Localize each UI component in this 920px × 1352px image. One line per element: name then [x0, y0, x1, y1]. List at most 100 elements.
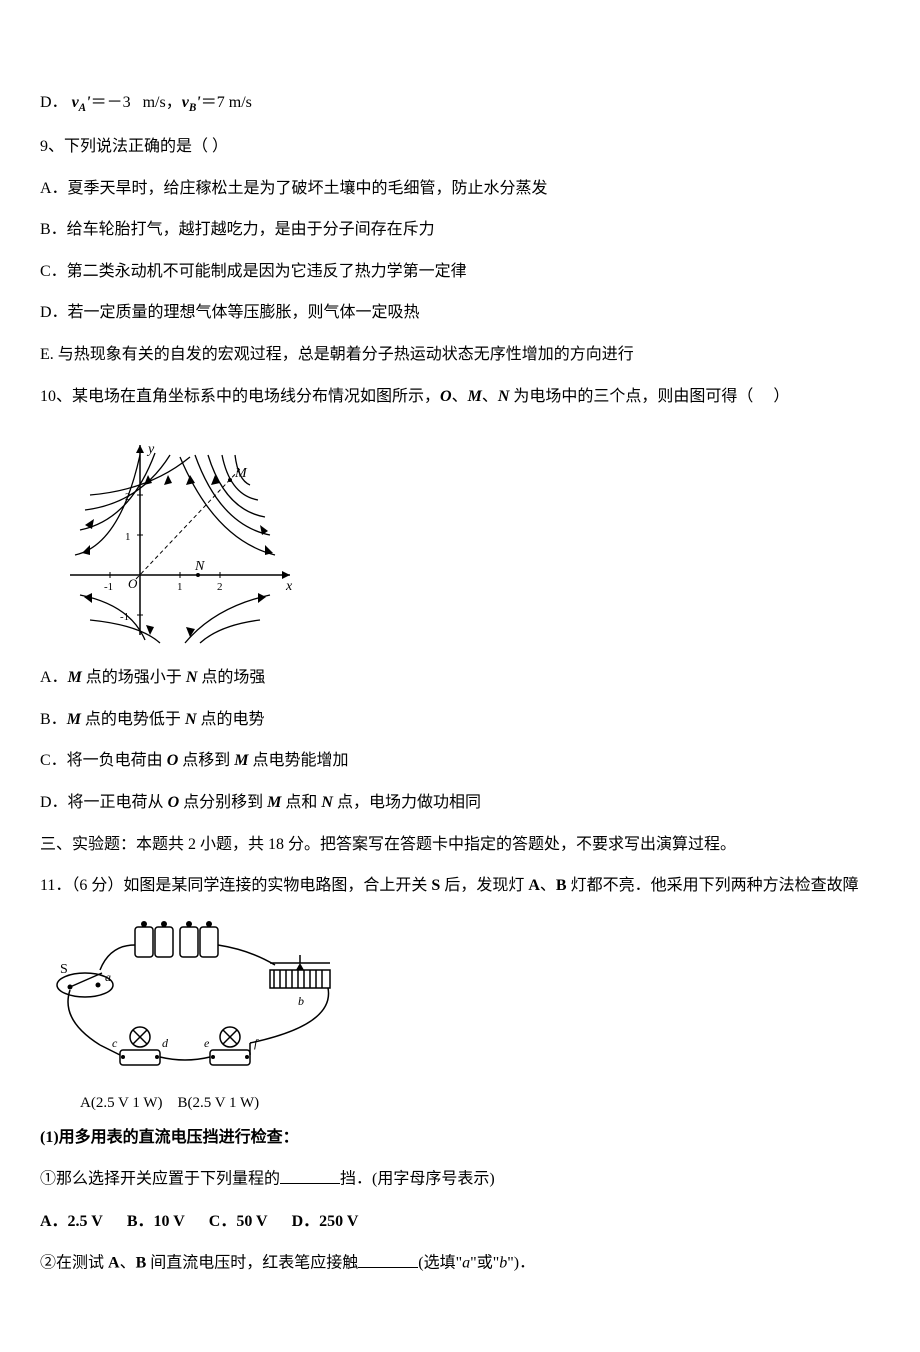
diagonal-line [136, 469, 240, 579]
s-label: S [60, 962, 68, 977]
a-label: a [105, 970, 111, 984]
sep: 、 [540, 877, 556, 894]
bulb-a [120, 1027, 160, 1065]
d-label: d [162, 1036, 169, 1050]
rheostat [270, 955, 330, 988]
q11-pre: 11．（6 分）如图是某同学连接的实物电路图，合上开关 [40, 877, 431, 894]
step2-pre2: 间直流电压时，红表笔应接触 [146, 1255, 358, 1272]
n-ref: N [321, 794, 333, 811]
f-label: f [254, 1036, 259, 1050]
q9-opt-a: A．夏季天旱时，给庄稼松土是为了破坏土壤中的毛细管，防止水分蒸发 [40, 176, 880, 202]
step1-pre: ①那么选择开关应置于下列量程的 [40, 1171, 280, 1188]
circuit-labels: A(2.5 V 1 W) B(2.5 V 1 W) [80, 1091, 880, 1115]
q9-opt-d: D．若一定质量的理想气体等压膨胀，则气体一定吸热 [40, 300, 880, 326]
text-eq1: ＝－3 m/s， [91, 94, 182, 111]
m-label: M [234, 466, 248, 481]
opt-pre: C．将一负电荷由 [40, 752, 167, 769]
field-arrows [82, 475, 273, 637]
q9-opt-b: B．给车轮胎打气，越打越吃力，是由于分子间存在斥力 [40, 217, 880, 243]
m-ref: M [67, 711, 81, 728]
m-ref: M [267, 794, 281, 811]
battery-pack [135, 921, 218, 957]
c-label: c [112, 1036, 118, 1050]
mid: 点移到 [178, 752, 234, 769]
m-ref: M [68, 669, 82, 686]
q9-opt-c: C．第二类永动机不可能制成是因为它违反了热力学第一定律 [40, 259, 880, 285]
field-line-diagram: x y O -1 1 2 1 2 -1 M N [40, 425, 880, 655]
q10-opt-c: C．将一负电荷由 O 点移到 M 点电势能增加 [40, 748, 880, 774]
a-ref: A [108, 1255, 120, 1272]
q10-post: 为电场中的三个点，则由图可得（ ） [509, 388, 789, 405]
sep2: 、 [482, 388, 498, 405]
post: 点的场强 [197, 669, 265, 686]
choice-c: C．50 V [209, 1213, 268, 1230]
mid1: 点分别移到 [179, 794, 267, 811]
circuit-diagram: S a b [40, 915, 880, 1115]
b-ref: B [136, 1255, 147, 1272]
mid2: 点和 [281, 794, 321, 811]
tick-y1: 1 [125, 531, 131, 543]
q11-part1: (1)用多用表的直流电压挡进行检查： [40, 1125, 880, 1151]
q11-step2: ②在测试 A、B 间直流电压时，红表笔应接触(选填"a"或"b")． [40, 1250, 880, 1276]
q10-pre: 10、某电场在直角坐标系中的电场线分布情况如图所示， [40, 388, 440, 405]
e-label: e [204, 1036, 210, 1050]
q10-opt-d: D．将一正电荷从 O 点分别移到 M 点和 N 点，电场力做功相同 [40, 790, 880, 816]
tick-x1: 1 [177, 581, 183, 593]
post: 点，电场力做功相同 [333, 794, 481, 811]
choice-b: B．10 V [127, 1213, 185, 1230]
o-ref: O [167, 752, 179, 769]
tick-xn1: -1 [104, 581, 113, 593]
section3-header: 三、实验题：本题共 2 小题，共 18 分。把答案写在答题卡中指定的答题处，不要… [40, 832, 880, 858]
choice-d: D．250 V [292, 1213, 359, 1230]
var-vb: vB' [182, 94, 201, 111]
m-ref: M [234, 752, 248, 769]
opt-pre: A． [40, 669, 68, 686]
sep1: 、 [452, 388, 468, 405]
q10-opt-a: A．M 点的场强小于 N 点的场强 [40, 665, 880, 691]
q8-option-d: D． vA'＝－3 m/s，vB'＝7 m/s [40, 90, 880, 118]
a-ref: A [528, 877, 540, 894]
q9-opt-e: E. 与热现象有关的自发的宏观过程，总是朝着分子热运动状态无序性增加的方向进行 [40, 342, 880, 368]
bulb-a-label: A(2.5 V 1 W) [80, 1095, 163, 1111]
bulb-b [210, 1027, 250, 1065]
choice-a: A．2.5 V [40, 1213, 103, 1230]
mid: 点的场强小于 [82, 669, 186, 686]
or: "或" [470, 1255, 499, 1272]
q10-opt-b: B．M 点的电势低于 N 点的电势 [40, 707, 880, 733]
step1-post: 挡．(用字母序号表示) [340, 1171, 495, 1188]
mid: 后，发现灯 [440, 877, 528, 894]
mid: 点的电势低于 [81, 711, 185, 728]
x-label: x [285, 579, 293, 594]
opt-pre: B． [40, 711, 67, 728]
field-lines-lower [80, 595, 270, 643]
a-opt: a [462, 1255, 470, 1272]
label-m: M [468, 388, 482, 405]
var-va: vA' [72, 94, 91, 111]
n-ref: N [185, 711, 197, 728]
label-o: O [440, 388, 452, 405]
q9-stem: 9、下列说法正确的是（ ） [40, 134, 880, 160]
step2-post2: ")． [507, 1255, 535, 1272]
q10-stem: 10、某电场在直角坐标系中的电场线分布情况如图所示，O、M、N 为电场中的三个点… [40, 384, 880, 410]
blank-2 [358, 1250, 418, 1268]
text-eq2: ＝7 m/s [201, 94, 252, 111]
tick-x2: 2 [217, 581, 223, 593]
circuit-lines: S a b [57, 921, 330, 1065]
q11-choices: A．2.5 V B．10 V C．50 V D．250 V [40, 1209, 880, 1235]
opt-pre: D．将一正电荷从 [40, 794, 168, 811]
blank-1 [280, 1166, 340, 1184]
post: 灯都不亮．他采用下列两种方法检查故障 [567, 877, 859, 894]
opt-label: D． [40, 94, 68, 111]
q11-stem: 11．（6 分）如图是某同学连接的实物电路图，合上开关 S 后，发现灯 A、B … [40, 873, 880, 899]
o-ref: O [168, 794, 180, 811]
bulb-b-label: B(2.5 V 1 W) [178, 1095, 260, 1111]
label-n: N [498, 388, 510, 405]
step2-post1: (选填" [418, 1255, 462, 1272]
n-label: N [194, 559, 205, 574]
y-arrow [136, 445, 144, 453]
post: 点电势能增加 [249, 752, 349, 769]
q11-step1: ①那么选择开关应置于下列量程的 挡．(用字母序号表示) [40, 1166, 880, 1192]
step2-pre1: ②在测试 [40, 1255, 108, 1272]
s-ref: S [431, 877, 440, 894]
sep: 、 [120, 1255, 136, 1272]
